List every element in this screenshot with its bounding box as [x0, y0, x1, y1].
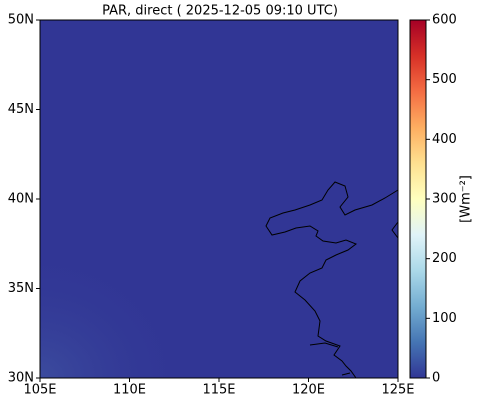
colorbar-tick-label: 300: [432, 192, 457, 207]
field-shade: [40, 200, 240, 378]
colorbar-tick-label: 500: [432, 72, 457, 87]
colorbar-label: [Wm⁻²]: [459, 175, 474, 223]
x-tick-label: 115E: [202, 383, 235, 398]
coastline: [265, 181, 399, 379]
colorbar-tick-label: 100: [432, 311, 457, 326]
y-tick-label: 50N: [8, 13, 34, 28]
colorbar-tick-label: 200: [432, 251, 457, 266]
chart-title: PAR, direct ( 2025-12-05 09:10 UTC): [102, 4, 338, 19]
colorbar-tick-label: 600: [432, 13, 457, 28]
y-tick-label: 45N: [8, 102, 34, 117]
x-tick-label: 120E: [292, 383, 325, 398]
colorbar-tick-label: 0: [432, 371, 440, 386]
colorbar-tick-label: 400: [432, 132, 457, 147]
y-tick-label: 30N: [8, 371, 34, 386]
x-tick-label: 105E: [23, 383, 56, 398]
x-tick-label: 110E: [113, 383, 146, 398]
y-tick-label: 40N: [8, 192, 34, 207]
y-tick-label: 35N: [8, 281, 34, 296]
x-tick-label: 125E: [381, 383, 414, 398]
colorbar: [409, 19, 427, 379]
